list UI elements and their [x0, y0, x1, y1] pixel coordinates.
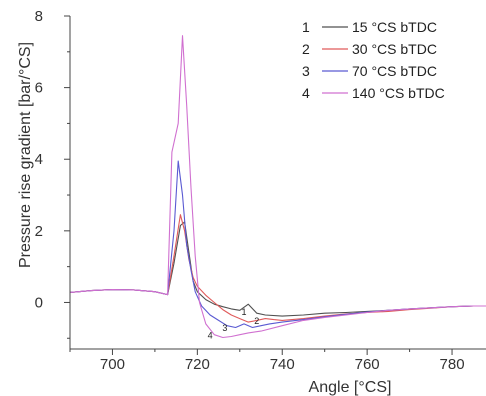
- x-tick-label: 720: [185, 356, 210, 373]
- x-tick-label: 700: [100, 356, 125, 373]
- axes: [69, 16, 486, 350]
- series-lines: [69, 35, 486, 339]
- legend-label-4: 140 °CS bTDC: [352, 85, 445, 101]
- curve-annotation-3: 3: [222, 323, 227, 333]
- curve-annotation-4: 4: [208, 330, 213, 340]
- curve-annotations: 12 34: [208, 307, 260, 340]
- series-line-4: [69, 35, 486, 339]
- legend-label-2: 30 °CS bTDC: [352, 41, 437, 57]
- y-tick-label: 2: [35, 223, 43, 240]
- legend-index-3: 3: [302, 63, 310, 79]
- y-tick-label: 4: [35, 151, 43, 168]
- series-line-3: [69, 160, 486, 329]
- legend-index-1: 1: [302, 19, 310, 35]
- y-tick-label: 8: [35, 8, 43, 25]
- x-tick-label: 780: [440, 356, 465, 373]
- y-tick-label: 6: [35, 80, 43, 97]
- legend-label-1: 15 °CS bTDC: [352, 19, 437, 35]
- legend-label-3: 70 °CS bTDC: [352, 63, 437, 79]
- legend-index-2: 2: [302, 41, 310, 57]
- x-axis-title: Angle [°CS]: [309, 379, 392, 396]
- curve-annotation-1: 1: [242, 307, 247, 317]
- series-line-1: [69, 221, 486, 317]
- y-tick-label: 0: [35, 294, 43, 311]
- y-axis-title: Pressure rise gradient [bar/°CS]: [17, 42, 34, 268]
- legend-index-4: 4: [302, 85, 310, 101]
- x-ticks: 700 720 740 760 780: [69, 349, 465, 373]
- x-tick-label: 740: [270, 356, 295, 373]
- curve-annotation-2: 2: [254, 316, 259, 326]
- series-line-2: [69, 214, 486, 323]
- x-tick-label: 760: [355, 356, 380, 373]
- y-ticks: 0 2 4 6 8: [35, 8, 70, 339]
- legend: 1 15 °CS bTDC 2 30 °CS bTDC 3 70 °CS bTDC 4 140…: [302, 19, 445, 101]
